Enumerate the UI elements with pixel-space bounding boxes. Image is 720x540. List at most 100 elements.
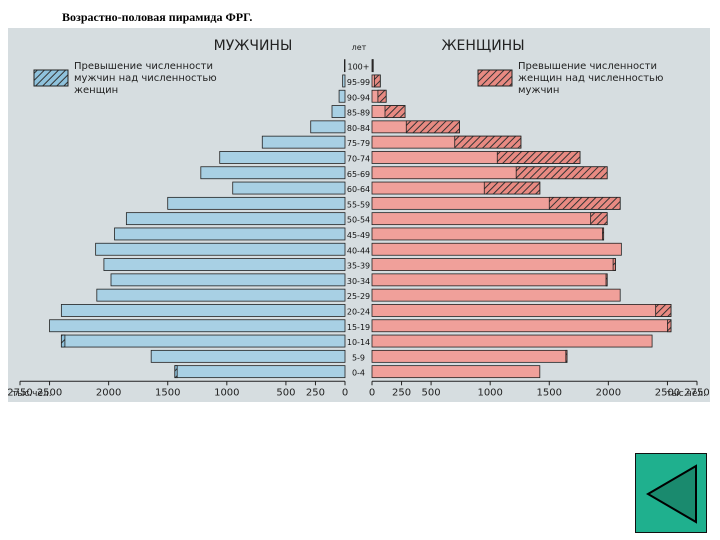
female-excess-bar [384,105,406,118]
x-tick-label-right: 2750 [684,387,709,398]
x-tick-label-right: 1000 [477,387,502,398]
age-label: 10-14 [347,338,370,347]
female-bar [371,319,672,333]
male-bar [219,151,346,164]
male-bar [331,105,346,118]
male-bar [49,319,346,333]
x-tick-label-left: 1000 [214,387,239,398]
age-label: 45-49 [347,231,370,240]
x-tick-label-right: 2500 [655,387,680,398]
legend-male-line-2: мужчин над численностью [74,73,217,84]
legend-female-line-3: мужчин [518,85,559,96]
male-bar [174,365,346,379]
female-excess-bar [612,258,616,271]
age-label: 75-79 [347,139,370,148]
male-bar [60,334,346,348]
female-bar [371,365,541,379]
female-bar [371,242,622,256]
population-pyramid-chart: МУЖЧИНЫ ЖЕНЩИНЫ лет Превышение численнос… [8,28,710,402]
female-bar [371,334,653,348]
female-excess-bar [373,74,381,88]
age-label: 50-54 [347,216,370,225]
age-header: лет [352,43,367,52]
female-excess-bar [454,135,522,149]
x-tick-label-left: 2500 [37,387,62,398]
female-bar [371,288,621,302]
male-bar [232,181,346,195]
male-bar [110,273,346,287]
female-label: ЖЕНЩИНЫ [441,38,524,54]
male-bar [200,166,346,180]
age-label: 55-59 [347,200,370,209]
age-label: 25-29 [347,292,370,301]
female-bar [371,212,608,226]
female-excess-bar [496,151,581,164]
unit-left: тыс.чел. [12,389,52,399]
age-label: 40-44 [347,246,370,255]
female-bar [371,258,616,271]
legend-male-swatch [33,69,69,87]
female-excess-bar [377,89,387,103]
age-label: 15-19 [347,323,370,332]
x-tick-label-left: 250 [306,387,325,398]
age-label: 0-4 [352,369,365,378]
x-tick-label-right: 500 [422,387,441,398]
female-bar [371,349,568,363]
male-bar [95,242,346,256]
x-tick-label-left: 2000 [96,387,121,398]
female-excess-bar [483,181,541,195]
male-bar [96,288,346,302]
age-label: 30-34 [347,277,370,286]
x-tick-label-right: 250 [392,387,411,398]
female-excess-bar [605,273,608,287]
age-label: 85-89 [347,109,370,118]
back-nav-button[interactable] [635,453,707,533]
female-excess-bar [602,227,605,241]
male-label: МУЖЧИНЫ [214,38,293,54]
male-bar [114,227,346,241]
female-excess-bar [548,196,621,210]
male-bar [342,74,346,88]
female-bar [371,227,605,241]
male-bar [167,196,346,210]
age-label: 20-24 [347,307,370,316]
female-excess-bar [667,319,672,333]
male-bar [60,304,346,317]
age-label: 35-39 [347,262,370,271]
male-excess-bar [60,334,66,348]
female-bar [371,273,608,287]
age-labels-layer: 100+ 95-99 90-94 85-89 80-84 75-79 70-74 65-69 6… [347,63,370,378]
unit-right: тыс.чел. [666,389,706,399]
male-excess-bar [174,365,178,379]
female-bar [371,304,672,317]
legend-female-line-2: женщин над численностью [518,73,663,84]
male-bar [125,212,346,226]
legend-male-line-1: Превышение численности [74,61,213,72]
age-label: 95-99 [347,78,370,87]
female-excess-bar [655,304,672,317]
age-label: 90-94 [347,93,370,102]
age-label: 70-74 [347,154,370,163]
male-bar [310,120,346,134]
triangle-left-icon [646,464,697,524]
x-tick-label-left: 2750 [8,387,33,398]
male-bar [338,89,346,103]
legend-female-swatch [477,69,513,87]
age-label: 65-69 [347,170,370,179]
x-tick-label-right: 1500 [537,387,562,398]
age-label: 60-64 [347,185,370,194]
male-bar [344,59,346,73]
legend-male-line-3: женщин [74,85,118,96]
male-bar [261,135,346,149]
legend-female-line-1: Превышение численности [518,61,657,72]
female-excess-bar [515,166,608,180]
female-excess-bar [405,120,460,134]
male-bar [150,349,346,363]
bars-layer [49,59,672,379]
x-tick-label-right: 0 [369,387,375,398]
male-bar [103,258,346,271]
female-excess-bar [372,59,374,73]
x-tick-label-left: 500 [276,387,295,398]
chart-svg: МУЖЧИНЫ ЖЕНЩИНЫ лет Превышение численнос… [8,38,710,399]
